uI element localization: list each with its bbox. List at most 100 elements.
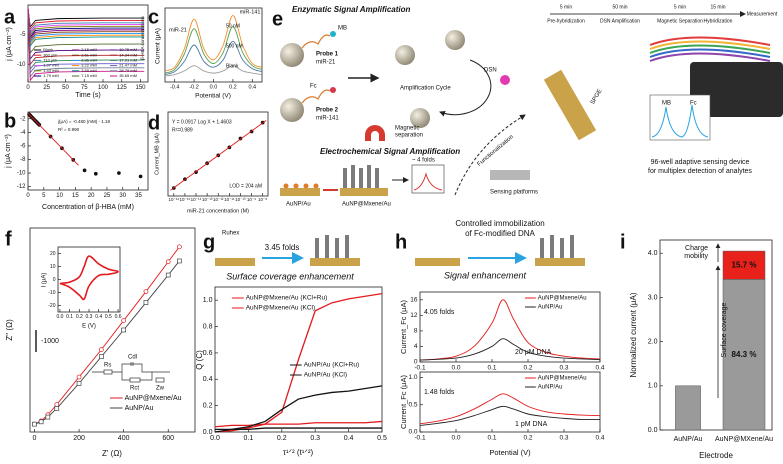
warburg [155,377,165,383]
legend-label: AuNP/Au [538,385,563,391]
y-tick-label: 12 [410,312,418,319]
x-tick-label: 10 [56,193,63,199]
series-line [59,255,119,301]
x-tick-label: 35 [135,193,142,199]
label: Zw [156,386,165,392]
label: Rct [130,386,139,392]
label: Ruhex [222,231,239,237]
x-tick-label: 0.1 [66,314,73,320]
dashed-arrow [454,114,526,196]
mini-curve [413,172,443,191]
x-tick-label: 5 [42,193,46,199]
point [177,244,182,250]
legend-label: AuNP/Au (KCl+Ru) [304,362,359,369]
x-axis-label: Electrode [699,451,733,460]
electrode [280,188,320,196]
label: MB [662,101,671,107]
y-tick-label: 0.4 [203,376,213,383]
x-tick-label: 10⁻¹² [213,197,224,202]
x-tick-label: 50 [62,85,69,91]
annotation: Surface coverage [721,302,728,357]
legend-label: AuNP@Mxene/Au [125,395,182,402]
legend-label: 21.47 mM [119,63,137,68]
resistor [129,377,141,383]
x-tick-label: 0 [33,435,37,442]
x-tick-label: 0.1 [487,365,496,372]
label: Magnetic [395,126,419,132]
plot-frame [27,111,149,191]
annotation: 1 pM DNA [515,421,548,428]
point [45,414,51,420]
label: Fc [310,84,317,90]
legend-label: 28.79 mM [119,68,137,73]
step: Magnetic Separation [657,18,703,24]
y-axis-label: Q (C) [195,350,204,370]
x-tick-label: 0.6 [115,314,122,320]
panel-h-schematic: h Controlled immobilization of Fc-modifi… [395,219,585,280]
y-tick-label: 4 [414,343,418,350]
y-tick-label: 8 [414,328,418,335]
annotation: Charge [685,245,708,252]
y-tick-label: 0 [414,359,418,366]
y-tick-label: -10 [17,62,26,68]
legend-label: AuNP@Mxene/Au (KCl+Ru) [246,295,328,302]
electrode [340,188,388,196]
panel-letter: h [395,231,407,253]
x-tick-label: 0.4 [95,314,102,320]
x-tick-label: 0.2 [523,365,532,372]
label: DSN [484,68,497,74]
bead [395,45,415,65]
x-tick-label: 10⁻¹⁶ [168,197,179,202]
device-curve [651,104,709,138]
step: DSN Amplification [600,18,640,24]
x-axis-label: E (V) [82,324,96,330]
panel-letter: g [203,231,215,253]
x-tick-label: 20 [88,193,95,199]
panel-letter: c [148,6,159,28]
annotation: LOD = 204 aM [229,183,262,189]
series-line [214,385,383,433]
x-tick-label: 0.0 [56,314,63,320]
step: Pre-hybridization [547,18,585,24]
chart: 0.0 0.1 0.2 0.3 0.4 0.5 0.6 -20 -10 0 10 20 E (V) I (… [42,246,122,330]
legend-label: AuNP@Mxene/Au (KCl) [246,305,315,312]
point [143,289,149,294]
y-axis-label: j (μA cm⁻²) [5,134,12,169]
legend-label: 17.91 mM [119,57,137,62]
y-tick-label: 1.0 [203,297,213,304]
circuit [92,362,170,383]
x-tick-label: 100 [98,85,109,91]
cycle-arrow [439,59,492,117]
x-tick-label: 0 [26,193,30,199]
label: MB [338,26,347,32]
x-tick-label: 10⁻⁸ [258,197,267,202]
x-tick-label: 0.5 [377,435,387,442]
mini-plot [411,164,445,194]
x-tick-label: 400 [118,435,130,442]
y-tick-label: 0 [53,277,56,283]
legend-label: AuNP/Au (KCl) [304,372,347,379]
step: Hybridization [704,18,733,24]
annotation: miR-141 [240,9,261,15]
point [99,347,104,352]
legend-label: 1.43 mM [43,68,59,73]
step: Measurement [747,11,778,17]
y-axis-label: I (μA) [42,273,48,288]
capacitor [130,362,134,366]
bead [280,98,304,122]
legend-label: AuNP/Au [125,405,154,412]
y-tick-label: 0.5 [408,401,417,408]
legend-label: 2.15 mM [81,47,97,52]
point [99,354,104,360]
value-label: 15.7 % [732,260,757,269]
y-tick-label: -5 [20,32,26,38]
point [165,272,171,278]
series-line [419,338,601,361]
y-tick-label: 0.0 [408,429,417,436]
y-tick-label: 16 [410,296,418,303]
wire [92,363,170,381]
